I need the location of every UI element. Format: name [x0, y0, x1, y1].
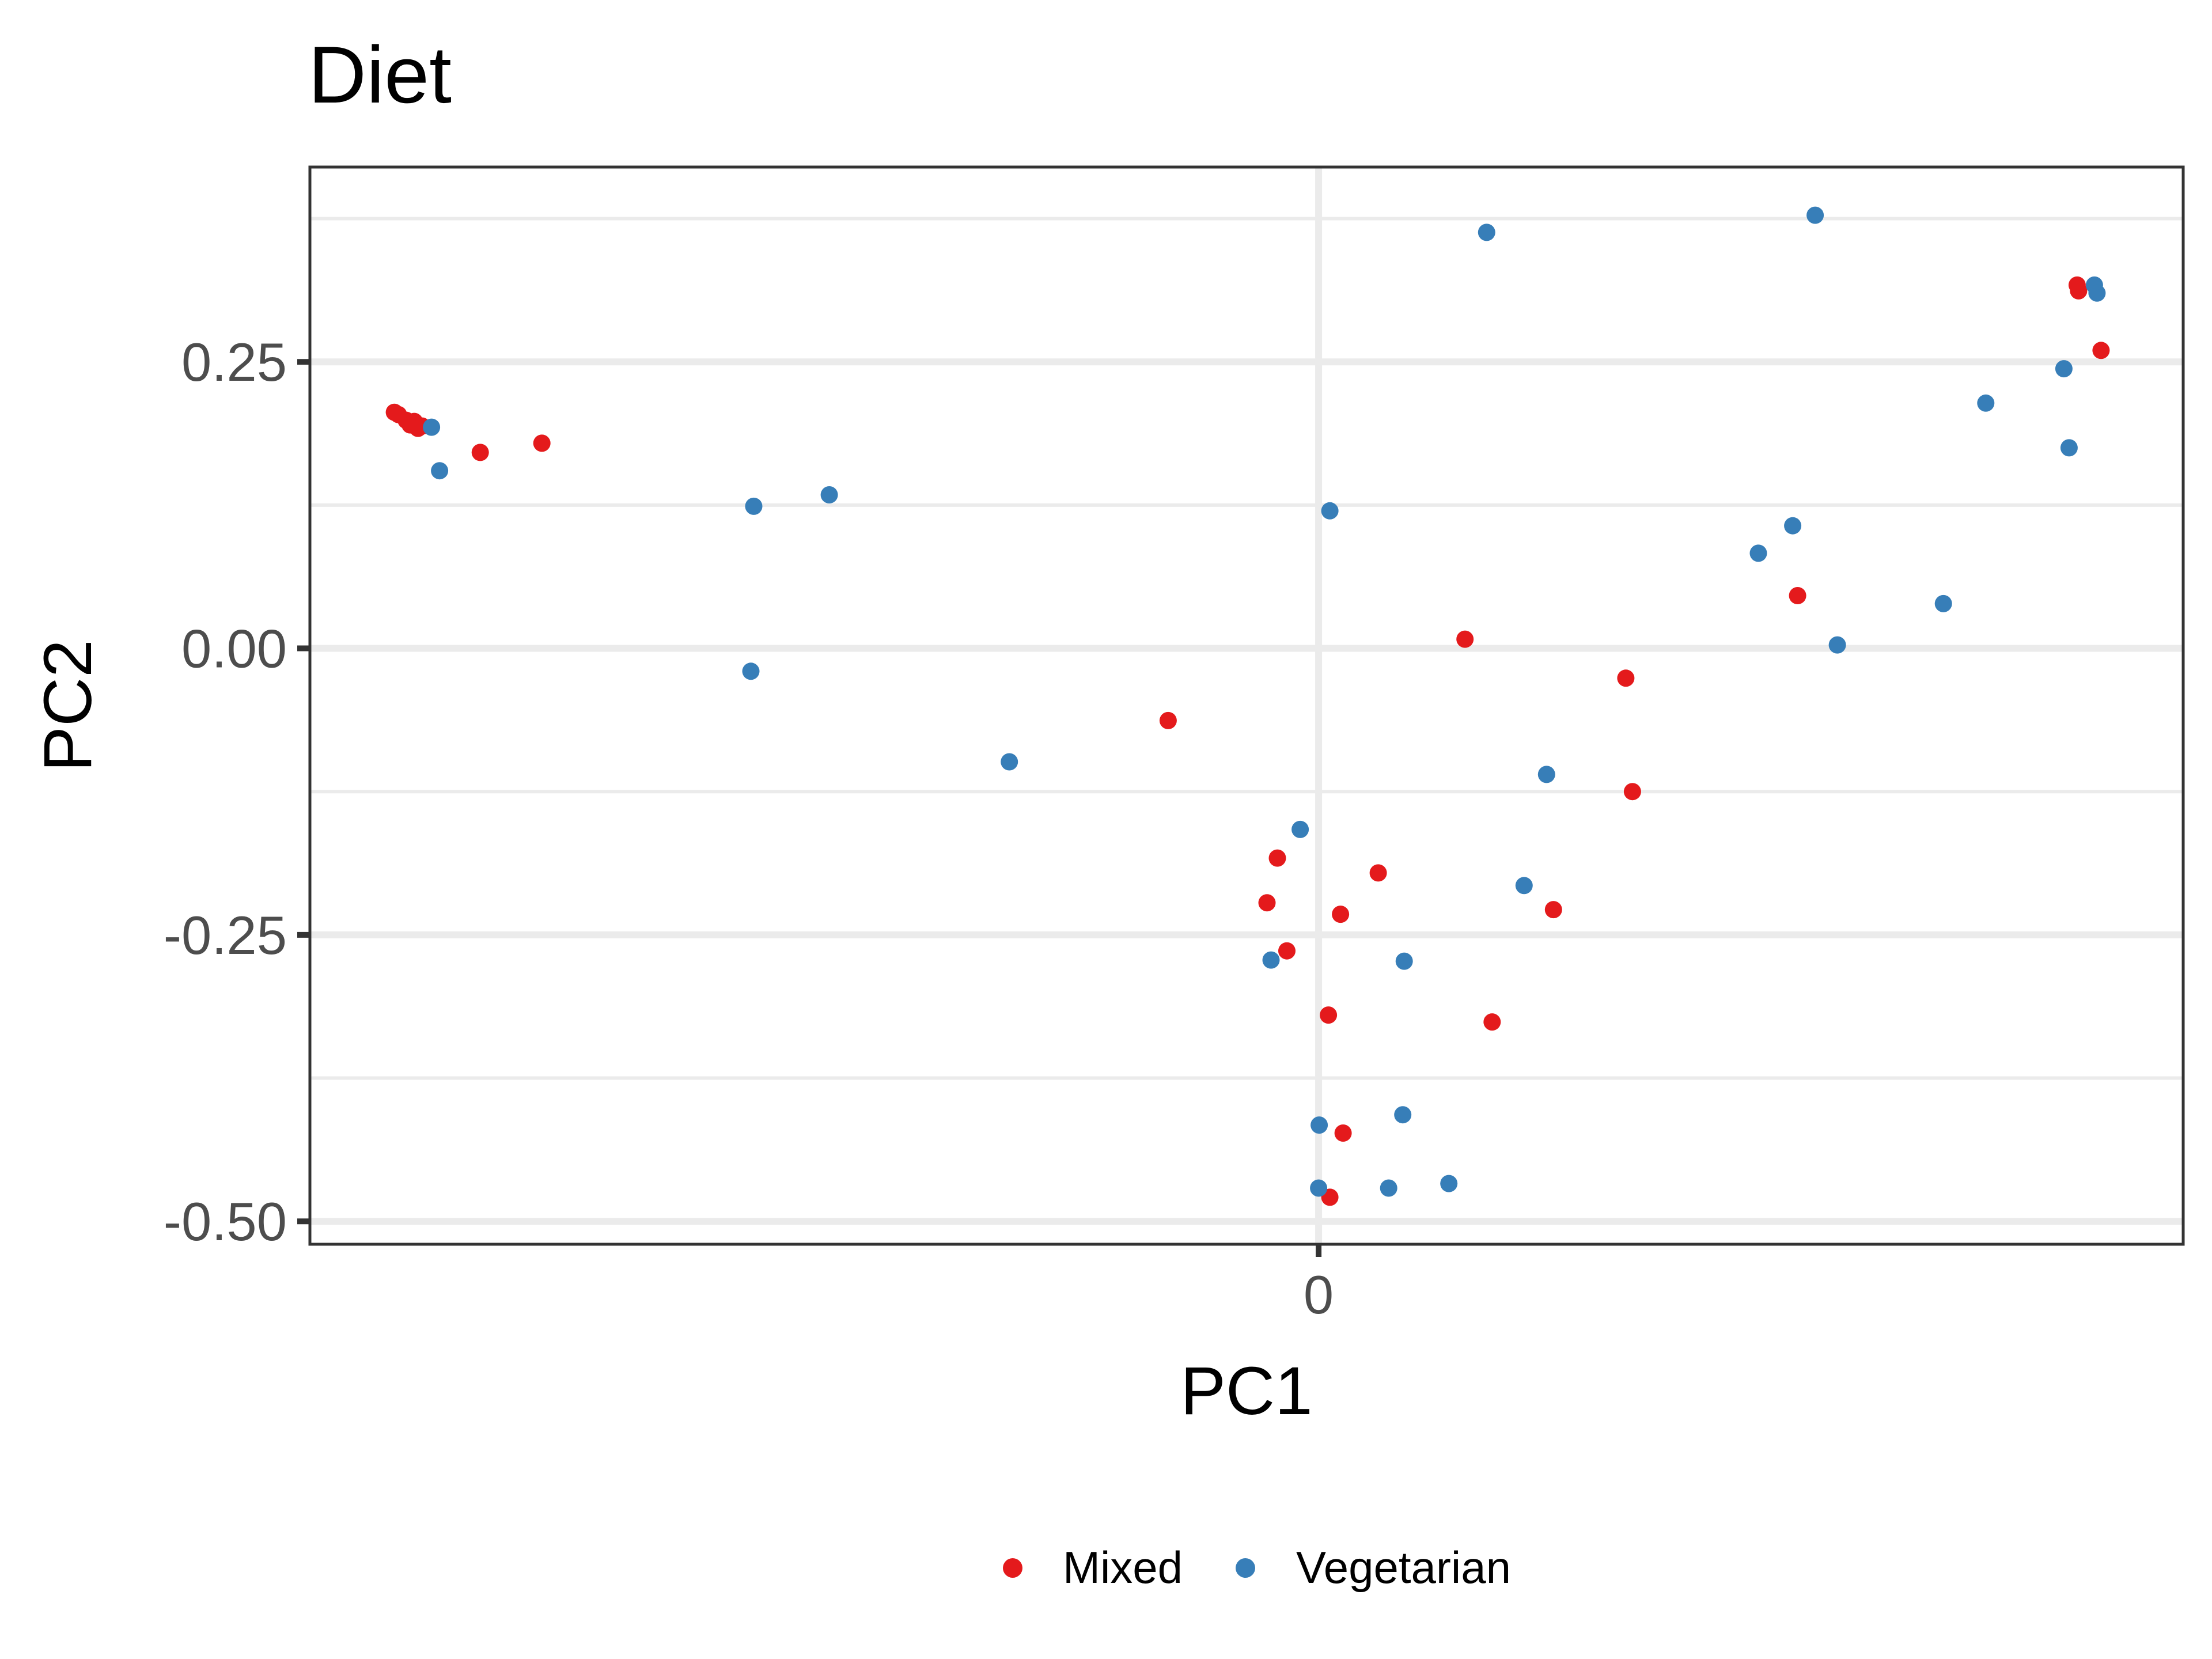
- point-mixed: [1789, 587, 1806, 604]
- point-mixed: [1278, 942, 1296, 960]
- point-vegetarian: [1515, 877, 1533, 895]
- plot-panel-border: [308, 165, 2185, 1246]
- point-mixed: [2070, 282, 2088, 300]
- point-vegetarian: [820, 486, 838, 503]
- y-axis-title: PC2: [30, 639, 106, 772]
- axis-ticks: [297, 359, 1322, 1257]
- point-vegetarian: [1321, 502, 1339, 520]
- chart-title: Diet: [308, 29, 452, 120]
- point-vegetarian: [1310, 1179, 1328, 1197]
- point-mixed: [1369, 864, 1387, 882]
- point-mixed: [1483, 1013, 1501, 1031]
- point-mixed: [1456, 630, 1474, 648]
- point-mixed: [1544, 901, 1562, 919]
- point-mixed: [1617, 669, 1635, 687]
- point-mixed: [1332, 906, 1350, 923]
- point-vegetarian: [1478, 224, 1495, 241]
- legend-key-mixed: [1003, 1558, 1022, 1578]
- point-mixed: [1268, 849, 1286, 867]
- y-tick-label: 0.00: [181, 619, 287, 679]
- point-mixed: [1258, 894, 1276, 912]
- data-points: [385, 206, 2110, 1206]
- point-mixed: [2092, 342, 2110, 359]
- y-tick-label: 0.25: [181, 332, 287, 392]
- point-vegetarian: [1977, 394, 1995, 412]
- point-vegetarian: [1001, 753, 1018, 771]
- point-vegetarian: [1784, 517, 1802, 535]
- point-vegetarian: [1291, 820, 1309, 838]
- legend-label-mixed: Mixed: [1063, 1542, 1183, 1593]
- point-vegetarian: [1394, 1106, 1412, 1124]
- point-vegetarian: [1934, 594, 1952, 612]
- point-mixed: [471, 444, 489, 461]
- point-vegetarian: [1537, 766, 1555, 783]
- point-vegetarian: [2088, 284, 2106, 302]
- point-vegetarian: [2060, 439, 2078, 457]
- x-tick-label: 0: [1304, 1264, 1334, 1325]
- legend: Mixed Vegetarian: [1003, 1542, 1511, 1593]
- legend-label-vegetarian: Vegetarian: [1296, 1542, 1511, 1593]
- point-mixed: [1334, 1124, 1352, 1142]
- x-axis-title: PC1: [1180, 1353, 1313, 1429]
- grid-lines: [310, 167, 2183, 1244]
- point-vegetarian: [745, 497, 763, 515]
- point-mixed: [533, 434, 551, 452]
- point-vegetarian: [742, 662, 760, 680]
- point-vegetarian: [1749, 544, 1767, 562]
- y-tick-label: -0.50: [164, 1191, 287, 1252]
- point-mixed: [1159, 711, 1177, 729]
- point-vegetarian: [423, 418, 441, 436]
- point-vegetarian: [2055, 360, 2073, 378]
- point-vegetarian: [1380, 1179, 1397, 1197]
- point-vegetarian: [431, 462, 449, 480]
- y-tick-label: -0.25: [164, 905, 287, 965]
- legend-key-vegetarian: [1236, 1558, 1255, 1578]
- point-vegetarian: [1440, 1175, 1458, 1192]
- point-mixed: [1623, 783, 1641, 801]
- point-vegetarian: [1828, 636, 1846, 654]
- point-vegetarian: [1262, 951, 1280, 969]
- point-vegetarian: [1310, 1116, 1328, 1134]
- point-mixed: [1320, 1006, 1338, 1024]
- point-vegetarian: [1806, 206, 1824, 224]
- point-vegetarian: [1395, 952, 1413, 970]
